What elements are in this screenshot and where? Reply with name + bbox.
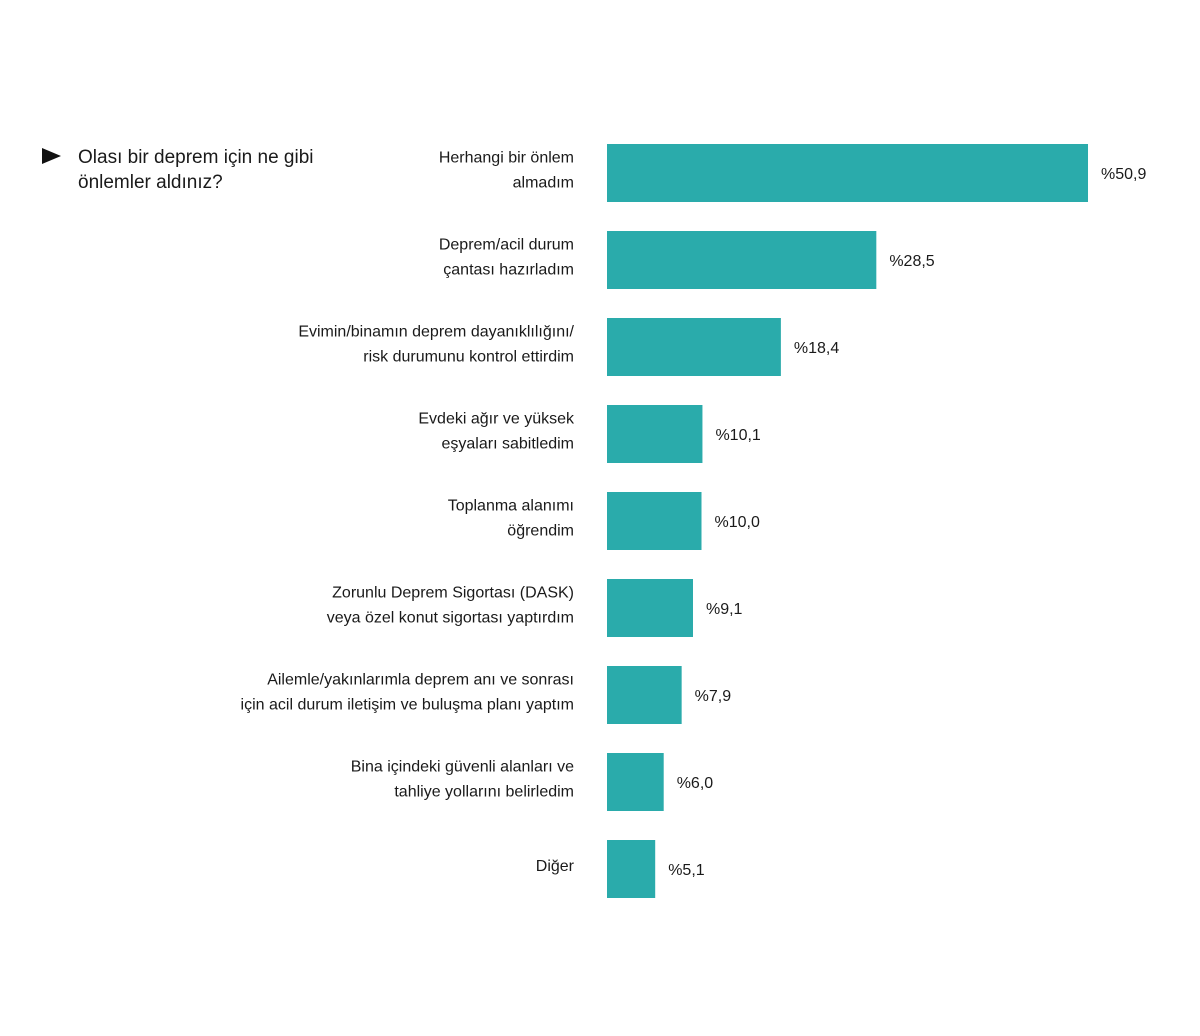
category-label-line: veya özel konut sigortası yaptırdım (327, 610, 574, 627)
bar (607, 666, 682, 724)
category-label-line: Bina içindeki güvenli alanları ve (351, 759, 574, 776)
bar (607, 492, 702, 550)
bar (607, 231, 877, 289)
value-label: %10,0 (715, 514, 760, 531)
category-label-line: Zorunlu Deprem Sigortası (DASK) (332, 585, 574, 602)
category-label: Zorunlu Deprem Sigortası (DASK) veya özel… (327, 585, 574, 627)
category-label-line: öğrendim (507, 523, 574, 540)
category-label-line: Ailemle/yakınlarımla deprem anı ve sonra… (267, 672, 574, 689)
category-label: Bina içindeki güvenli alanları ve tahliye… (351, 759, 574, 801)
category-label-line: Evimin/binamın deprem dayanıklılığını/ (298, 324, 574, 341)
category-label-line: tahliye yollarını belirledim (394, 784, 574, 801)
category-label: Deprem/acil durum çantası hazırladım (439, 237, 574, 279)
value-label: %7,9 (695, 688, 732, 705)
bar (607, 318, 781, 376)
bar (607, 405, 703, 463)
category-label-line: için acil durum iletişim ve buluşma plan… (241, 697, 574, 714)
category-label: Herhangi bir önlem almadım (439, 150, 574, 192)
value-label: %5,1 (668, 862, 705, 879)
bar (607, 840, 656, 898)
value-label: %6,0 (677, 775, 714, 792)
category-label-line: Evdeki ağır ve yüksek (418, 411, 575, 428)
bar (607, 144, 1089, 202)
category-labels-group: Herhangi bir önlem almadım Deprem/acil dur… (241, 150, 575, 876)
play-arrow-icon (42, 148, 61, 164)
category-label-line: eşyaları sabitledim (442, 436, 575, 453)
bars-group (607, 144, 1089, 898)
bar (607, 753, 664, 811)
question-text: Olası bir deprem için ne gibi önlemler a… (78, 147, 314, 193)
value-label: %28,5 (889, 253, 934, 270)
category-label-line: Deprem/acil durum (439, 237, 574, 254)
value-label: %50,9 (1101, 166, 1146, 183)
category-label: Evdeki ağır ve yüksek eşyaları sabitledim (418, 411, 575, 453)
category-label-line: risk durumunu kontrol ettirdim (363, 349, 574, 366)
value-label: %10,1 (715, 427, 760, 444)
category-label: Ailemle/yakınlarımla deprem anı ve sonra… (241, 672, 574, 714)
category-label-line: Toplanma alanımı (448, 498, 574, 515)
category-label: Diğer (536, 858, 575, 875)
category-label: Toplanma alanımı öğrendim (448, 498, 574, 540)
value-labels-group: %50,9 %28,5 %18,4 %10,1 %10,0 %9,1 %7,9 %6,0 %5,… (668, 166, 1146, 879)
category-label-line: çantası hazırladım (443, 262, 574, 279)
category-label-line: almadım (513, 175, 574, 192)
category-label-line: Herhangi bir önlem (439, 150, 574, 167)
bar (607, 579, 693, 637)
value-label: %18,4 (794, 340, 839, 357)
category-label: Evimin/binamın deprem dayanıklılığını/ri… (298, 324, 574, 366)
category-label-line: Diğer (536, 858, 575, 875)
value-label: %9,1 (706, 601, 743, 618)
